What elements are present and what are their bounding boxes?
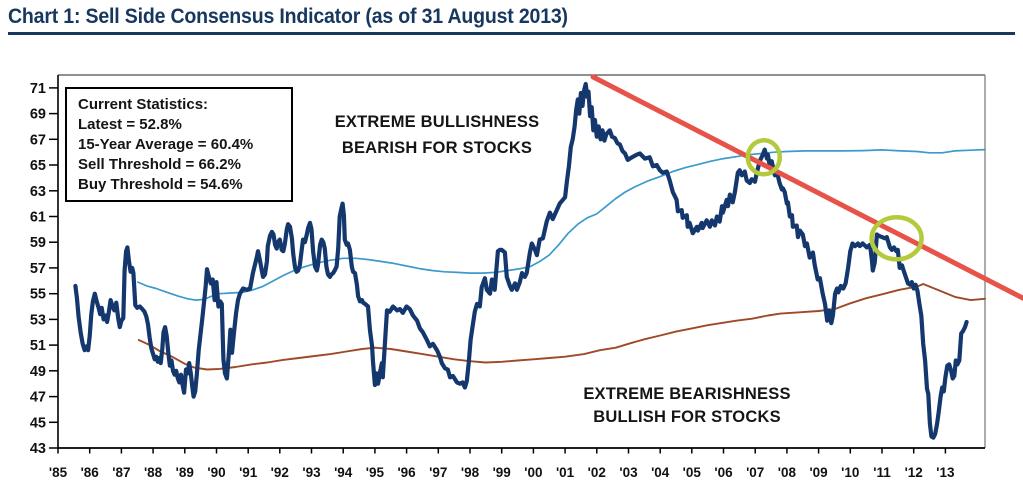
x-tick-label: '07: [746, 465, 764, 480]
annotation-extreme-bullishness: EXTREME BULLISHNESS BEARISH FOR STOCKS: [296, 109, 578, 161]
stats-heading: Current Statistics:: [78, 96, 209, 113]
page-title: Chart 1: Sell Side Consensus Indicator (…: [8, 5, 568, 28]
highlight-circle-1: [745, 138, 783, 177]
x-tick-label: '02: [588, 465, 606, 480]
x-tick-label: '93: [302, 465, 321, 480]
x-tick-label: '00: [524, 465, 542, 480]
x-tick-label: '05: [683, 465, 702, 480]
x-tick-label: '03: [619, 465, 638, 480]
x-tick-label: '11: [873, 465, 891, 480]
x-tick-label: '85: [49, 465, 68, 480]
y-tick-label: 57: [30, 261, 46, 277]
y-tick-label: 69: [30, 107, 46, 123]
annotation-line: EXTREME BULLISHNESS: [334, 113, 540, 131]
annotation-line: BULLISH FOR STOCKS: [593, 408, 781, 426]
indicator-line: [73, 81, 969, 440]
x-tick-label: '89: [176, 465, 194, 480]
title-underline: Chart 1: Sell Side Consensus Indicator (…: [8, 5, 1015, 35]
y-tick-label: 61: [30, 210, 46, 226]
y-tick-label: 45: [30, 415, 46, 431]
x-tick-label: '06: [714, 465, 733, 480]
x-tick-label: '13: [936, 465, 955, 480]
x-tick-label: '08: [778, 465, 797, 480]
x-tick-label: '91: [239, 465, 258, 480]
x-tick-label: '96: [397, 465, 416, 480]
current-statistics-box: Current Statistics: Latest = 52.8% 15-Ye…: [65, 87, 293, 202]
x-tick-label: '87: [112, 465, 130, 480]
stats-buy-threshold: Buy Threshold = 54.6%: [78, 176, 243, 193]
x-tick-label: '04: [651, 465, 670, 480]
annotation-extreme-bearishness: EXTREME BEARISHNESS BULLISH FOR STOCKS: [546, 383, 828, 429]
x-tick-label: '99: [493, 465, 511, 480]
y-tick-label: 65: [30, 158, 46, 174]
stats-sell-threshold: Sell Threshold = 66.2%: [78, 156, 241, 173]
y-tick-label: 63: [30, 184, 46, 200]
x-tick-label: '09: [809, 465, 827, 480]
x-tick-label: '10: [841, 465, 859, 480]
x-tick-label: '12: [905, 465, 923, 480]
highlight-circle-2: [869, 215, 924, 262]
annotation-line: EXTREME BEARISHNESS: [583, 385, 791, 403]
y-tick-label: 55: [30, 287, 46, 303]
x-tick-label: '98: [461, 465, 480, 480]
x-tick-label: '86: [81, 465, 100, 480]
y-tick-label: 59: [30, 235, 46, 251]
x-tick-label: '01: [556, 465, 575, 480]
y-tick-label: 49: [30, 364, 46, 380]
y-tick-label: 71: [30, 81, 46, 97]
buy-threshold-line: [137, 283, 986, 371]
x-tick-label: '97: [429, 465, 447, 480]
y-tick-label: 47: [30, 390, 46, 406]
stats-average: 15-Year Average = 60.4%: [78, 136, 254, 153]
y-tick-label: 51: [30, 338, 46, 354]
x-tick-label: '94: [334, 465, 353, 480]
x-tick-label: '92: [271, 465, 289, 480]
y-tick-label: 67: [30, 132, 46, 148]
x-tick-label: '88: [144, 465, 163, 480]
annotation-line: BEARISH FOR STOCKS: [341, 139, 533, 157]
x-tick-label: '95: [366, 465, 385, 480]
y-tick-label: 43: [30, 441, 46, 457]
trend-line: [590, 74, 1023, 301]
y-tick-label: 53: [30, 312, 46, 328]
x-tick-label: '90: [207, 465, 225, 480]
stats-latest: Latest = 52.8%: [78, 116, 182, 133]
